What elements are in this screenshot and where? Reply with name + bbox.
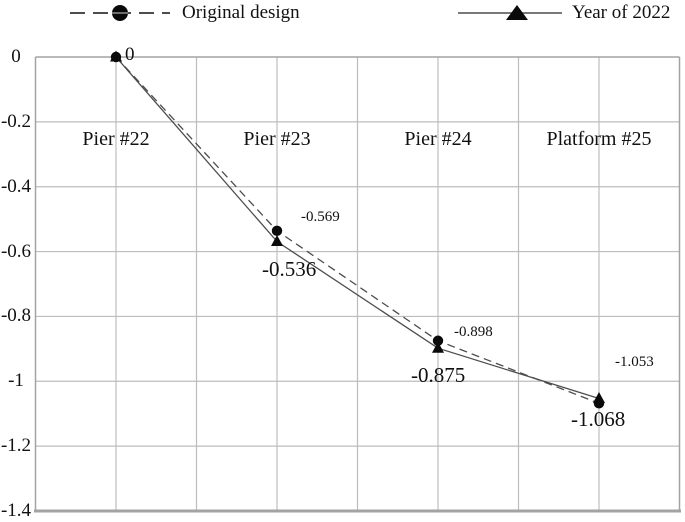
data-label-origin-zero: 0 [125, 44, 135, 65]
y-tick-label: -0.2 [0, 111, 32, 132]
y-tick-label: 0 [11, 46, 21, 67]
data-label-original-pier24: -0.875 [411, 363, 466, 387]
legend: Original design Year of 2022 [0, 0, 685, 30]
category-label-pier-24: Pier #24 [404, 128, 472, 150]
y-tick-label: -0.4 [0, 176, 32, 197]
category-label-pier-23: Pier #23 [243, 128, 311, 150]
y-tick-label: -1 [8, 370, 24, 391]
category-label-pier-22: Pier #22 [82, 128, 150, 150]
category-label-platform-25: Platform #25 [546, 128, 652, 150]
data-label-2022-pier24: -0.898 [454, 324, 493, 340]
legend-item-original-design: Original design [70, 0, 310, 30]
data-label-original-pier23: -0.536 [262, 257, 317, 281]
legend-label-year-of-2022: Year of 2022 [572, 2, 671, 23]
solid-line-triangle-marker-icon [458, 5, 562, 20]
legend-item-year-of-2022: Year of 2022 [458, 0, 685, 30]
y-tick-label: -1.2 [0, 435, 32, 456]
data-label-2022-pier23: -0.569 [301, 209, 340, 225]
y-tick-label: -0.8 [0, 305, 32, 326]
legend-label-original-design: Original design [182, 2, 300, 23]
dashed-line-circle-marker-icon [70, 5, 170, 21]
data-label-2022-platform25: -1.053 [615, 354, 654, 370]
y-tick-label: -1.4 [0, 500, 32, 521]
data-label-original-platform25: -1.068 [571, 407, 626, 431]
y-tick-label: -0.6 [0, 241, 32, 262]
